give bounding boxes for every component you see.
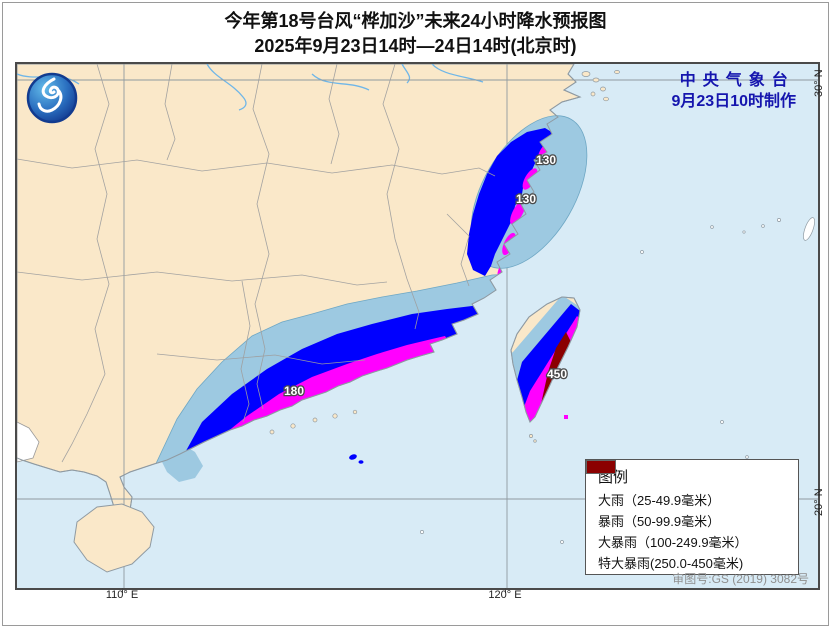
precip-label-130-b: 130	[516, 192, 536, 206]
lat-label-30n: 30° N	[813, 69, 825, 97]
page-title: 今年第18号台风“桦加沙”未来24小时降水预报图 2025年9月23日14时—2…	[0, 9, 831, 59]
legend-label-heavy-rainstorm: 大暴雨（100-249.9毫米）	[598, 535, 748, 550]
hainan-island	[73, 503, 155, 573]
rain-area-rainstorm-north	[467, 128, 560, 276]
agency-credit: 中央气象台 9月23日10时制作	[672, 70, 797, 112]
rivers-layer	[17, 64, 484, 111]
foreign-territory	[17, 421, 40, 463]
legend-row-heavy-rainstorm: 大暴雨（100-249.9毫米）	[586, 460, 788, 550]
legend-label-heavy-rain: 大雨（25-49.9毫米）	[598, 493, 721, 508]
precip-label-130-a: 130	[536, 153, 556, 167]
lon-label-120e: 120° E	[488, 589, 522, 601]
precip-label-180: 180	[284, 384, 304, 398]
legend-label-extreme-rainstorm: 特大暴雨(250.0-450毫米)	[598, 556, 744, 571]
map-svg: 130 130 180 450	[17, 64, 818, 588]
cma-logo-dragon-swirl	[37, 77, 63, 113]
taiwan-outline	[510, 296, 581, 423]
title-line-2: 2025年9月23日14时—24日14时(北京时)	[254, 36, 577, 56]
issue-time: 9月23日10时制作	[671, 93, 797, 110]
legend-box: 图例 大雨（25-49.9毫米） 暴雨（50-99.9毫米） 大暴雨（100-2…	[585, 459, 799, 575]
cma-logo	[26, 72, 78, 124]
legend-row-extreme-rainstorm: 特大暴雨(250.0-450毫米)	[586, 460, 788, 571]
rain-islets	[349, 415, 568, 464]
lat-label-20n: 20° N	[813, 488, 825, 516]
legend-row-rainstorm: 暴雨（50-99.9毫米）	[586, 460, 788, 529]
legend-swatch-extreme-rainstorm	[586, 460, 616, 474]
precip-label-450: 450	[547, 367, 567, 381]
lon-label-110e: 110° E	[105, 589, 139, 601]
legend-row-heavy-rain: 大雨（25-49.9毫米）	[586, 460, 788, 508]
agency-name: 中央气象台	[679, 72, 795, 89]
map-canvas: 130 130 180 450 中央气象台 9月23日10时制作 图例	[15, 62, 820, 590]
title-line-1: 今年第18号台风“桦加沙”未来24小时降水预报图	[224, 11, 607, 31]
province-borders	[17, 64, 496, 463]
islands-layer	[269, 70, 815, 544]
legend-label-rainstorm: 暴雨（50-99.9毫米）	[598, 514, 721, 529]
map-approval-number: 审图号:GS (2019) 3082号	[672, 572, 809, 586]
coastline	[17, 64, 582, 518]
legend-title: 图例	[598, 469, 629, 486]
tick-110e	[122, 588, 123, 593]
cma-logo-ring	[26, 72, 78, 124]
tick-120e	[505, 588, 506, 593]
precip-value-labels: 130 130 180 450	[283, 152, 569, 400]
